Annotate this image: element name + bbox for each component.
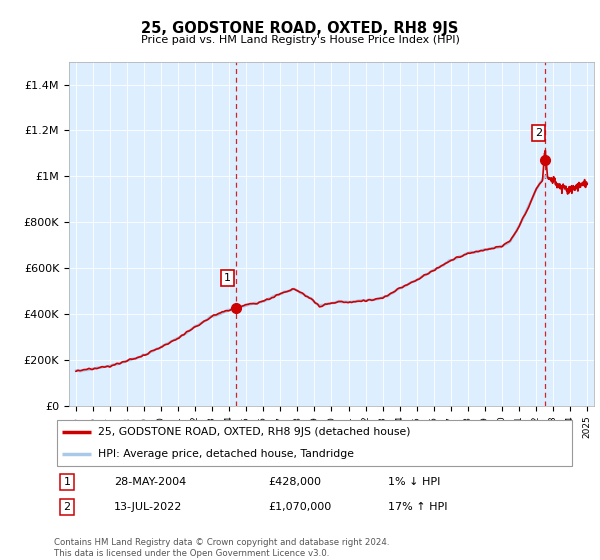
Text: 1: 1 [224, 273, 231, 283]
FancyBboxPatch shape [56, 420, 572, 466]
Text: 25, GODSTONE ROAD, OXTED, RH8 9JS: 25, GODSTONE ROAD, OXTED, RH8 9JS [142, 21, 458, 36]
Text: 1: 1 [64, 477, 71, 487]
Text: 2: 2 [535, 128, 542, 138]
Text: 2: 2 [64, 502, 71, 512]
Text: 13-JUL-2022: 13-JUL-2022 [114, 502, 182, 512]
Text: £428,000: £428,000 [268, 477, 321, 487]
Text: 25, GODSTONE ROAD, OXTED, RH8 9JS (detached house): 25, GODSTONE ROAD, OXTED, RH8 9JS (detac… [98, 427, 411, 437]
Text: Contains HM Land Registry data © Crown copyright and database right 2024.
This d: Contains HM Land Registry data © Crown c… [54, 538, 389, 558]
Text: HPI: Average price, detached house, Tandridge: HPI: Average price, detached house, Tand… [98, 449, 355, 459]
Text: 1% ↓ HPI: 1% ↓ HPI [388, 477, 440, 487]
Text: 28-MAY-2004: 28-MAY-2004 [114, 477, 186, 487]
Text: 17% ↑ HPI: 17% ↑ HPI [388, 502, 448, 512]
Text: £1,070,000: £1,070,000 [268, 502, 331, 512]
Text: Price paid vs. HM Land Registry's House Price Index (HPI): Price paid vs. HM Land Registry's House … [140, 35, 460, 45]
